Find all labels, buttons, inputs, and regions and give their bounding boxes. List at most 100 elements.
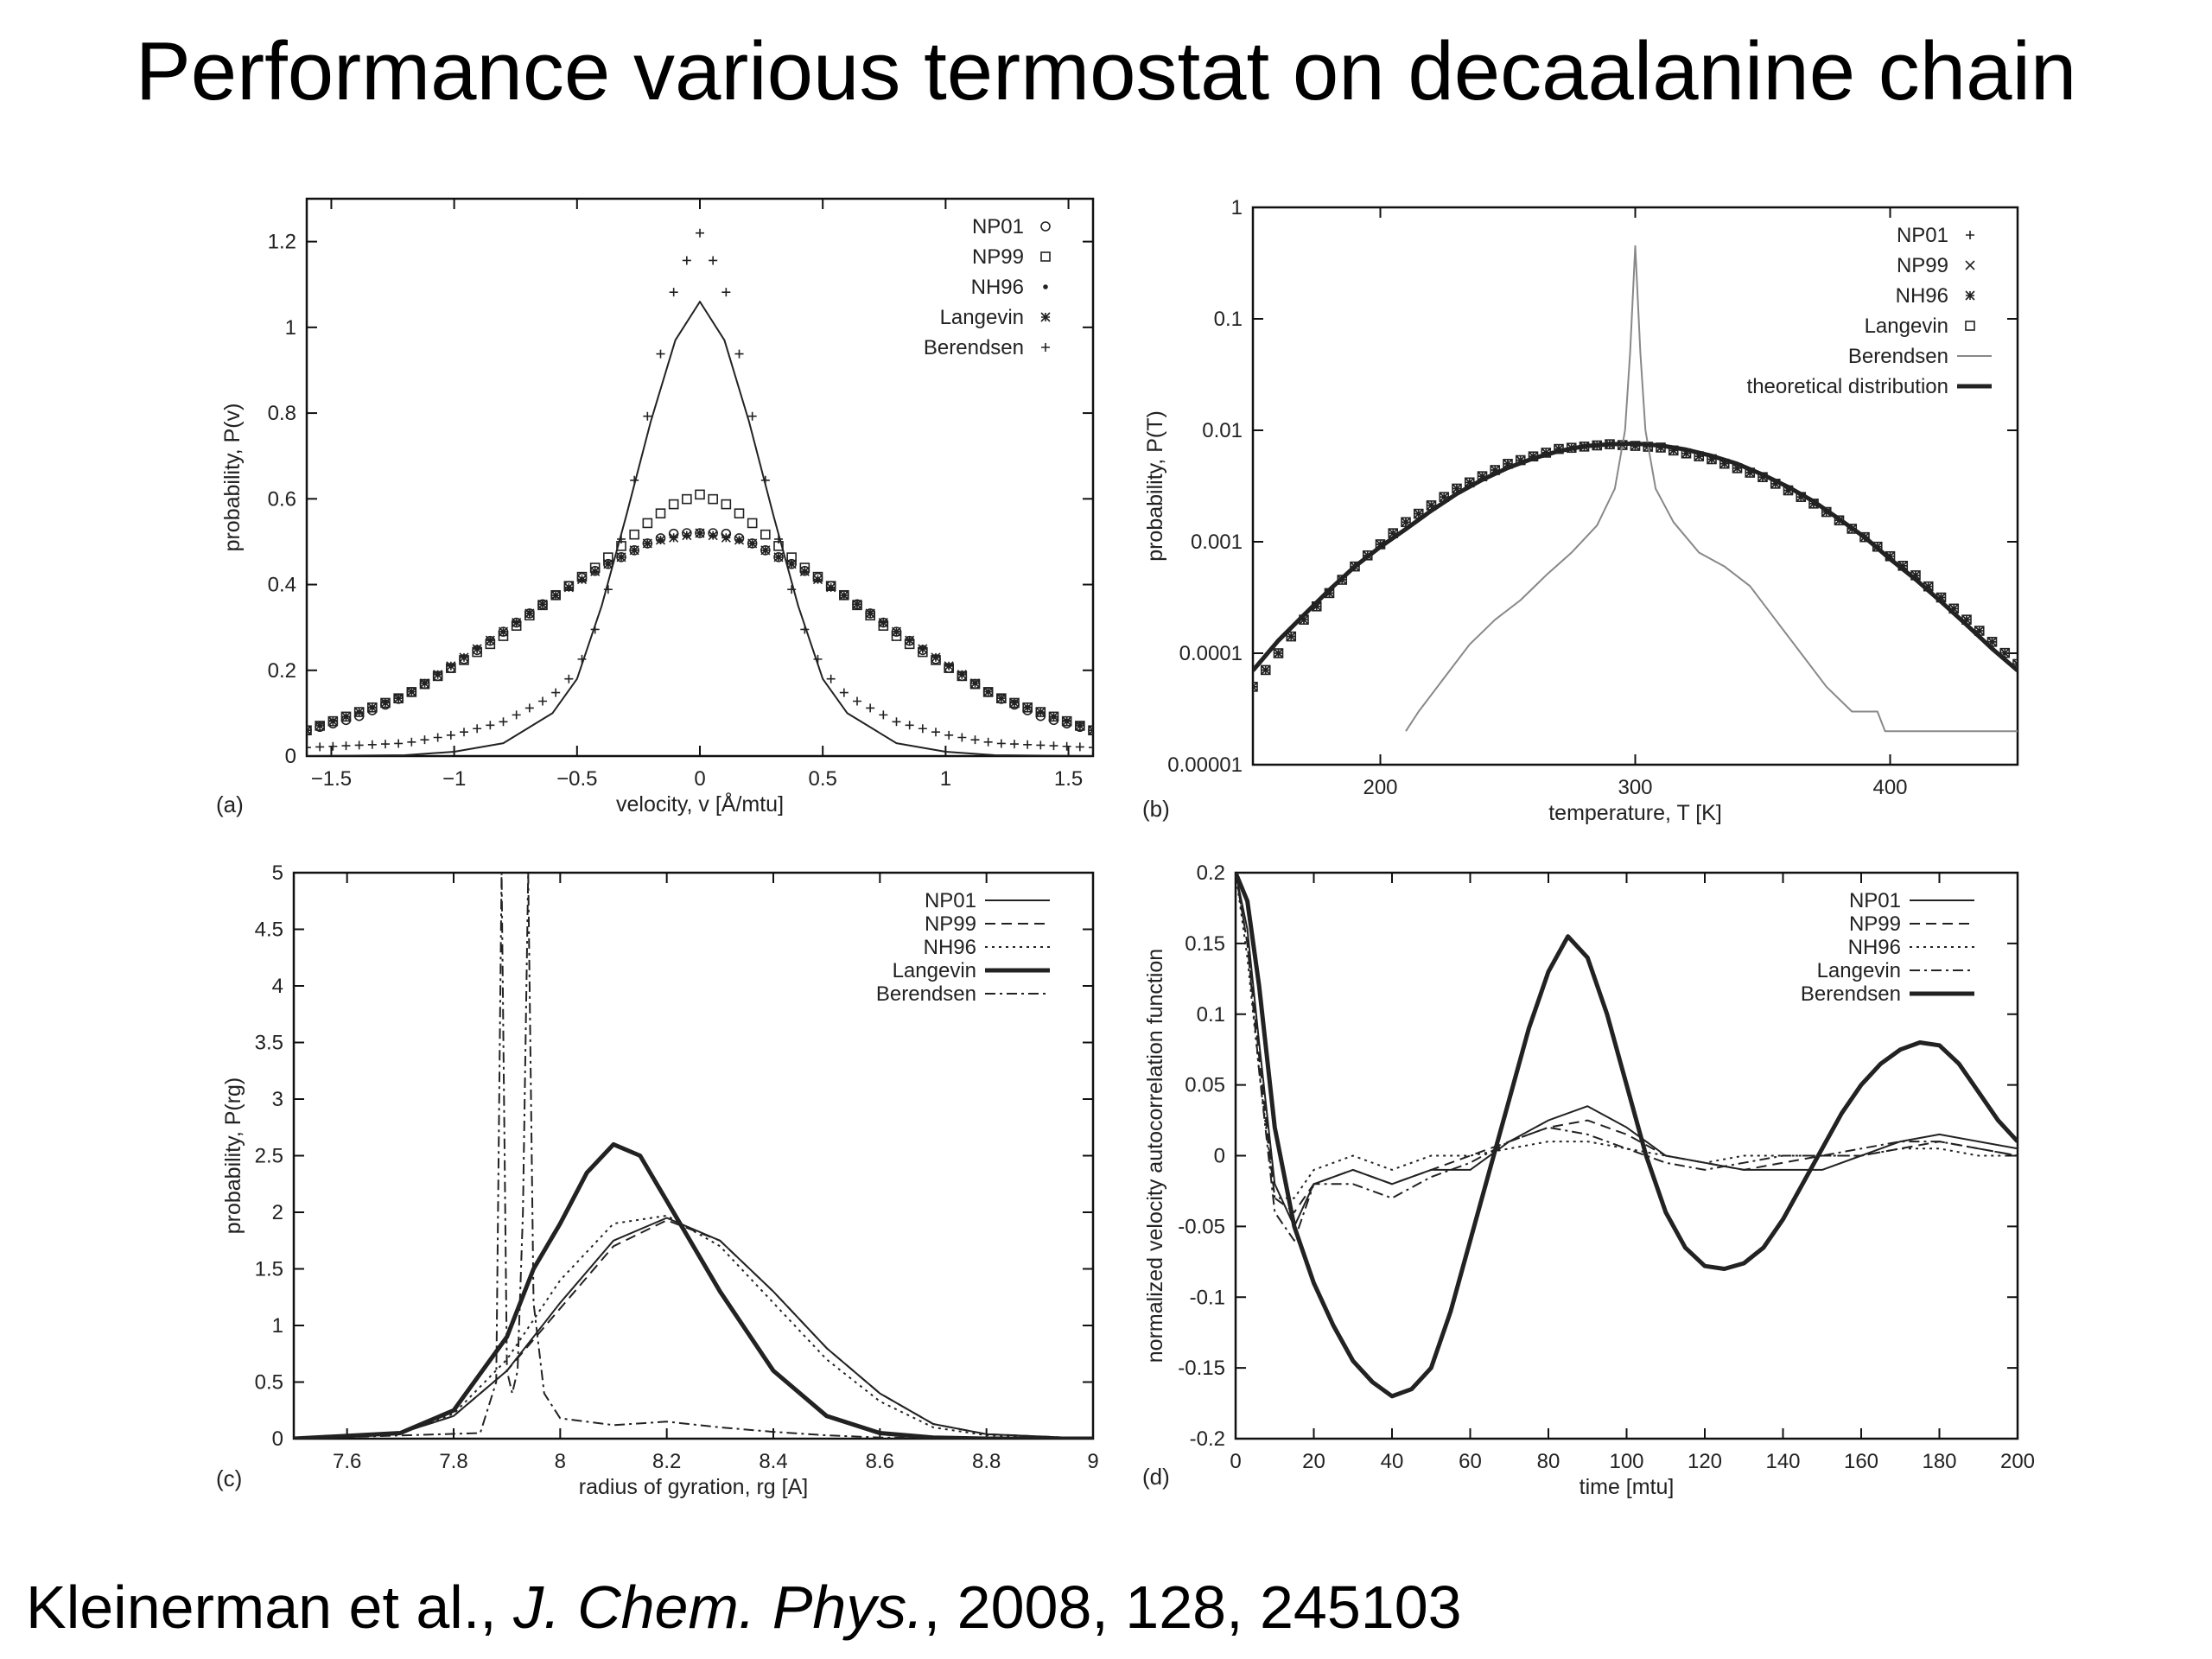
data-point bbox=[315, 742, 325, 752]
data-point bbox=[512, 710, 521, 720]
data-point bbox=[1261, 664, 1271, 675]
chart-panel-1: −1.5 −1 −0.5 0 0.5 1 1.5 0 0.2 0.4 0.6 0.8 1 1.2 veloc… bbox=[216, 197, 1095, 817]
x-axis-label: time [mtu] bbox=[1580, 1475, 1675, 1499]
data-point bbox=[1414, 509, 1424, 519]
data-point bbox=[1062, 716, 1072, 727]
data-point bbox=[892, 717, 901, 727]
data-point bbox=[1088, 725, 1093, 735]
data-point bbox=[1040, 221, 1051, 232]
data-point bbox=[433, 670, 443, 680]
data-point bbox=[1401, 517, 1411, 527]
data-point bbox=[682, 256, 691, 265]
data-point bbox=[656, 349, 665, 359]
data-point bbox=[1732, 463, 1743, 474]
data-point bbox=[642, 538, 652, 549]
legend-label: Berendsen bbox=[924, 336, 1024, 359]
data-point bbox=[1043, 284, 1048, 289]
legend-label: NP01 bbox=[1897, 224, 1948, 247]
data-point bbox=[1009, 697, 1020, 709]
data-point bbox=[524, 703, 534, 713]
y-tick-label: 4 bbox=[272, 975, 283, 998]
data-point bbox=[485, 635, 495, 645]
y-tick-label: 1.5 bbox=[255, 1258, 283, 1281]
data-point bbox=[563, 582, 574, 593]
legend-label: Langevin bbox=[1865, 315, 1948, 338]
data-point bbox=[307, 743, 311, 753]
data-point bbox=[459, 652, 469, 663]
data-point bbox=[538, 696, 547, 706]
data-point bbox=[944, 661, 954, 671]
data-point bbox=[1062, 741, 1071, 751]
y-tick-label: 0.5 bbox=[255, 1371, 283, 1395]
series-markers-np01 bbox=[307, 528, 1093, 736]
data-point bbox=[799, 566, 810, 576]
x-tick-label: 1 bbox=[940, 767, 951, 791]
series-line-berendsen bbox=[294, 873, 1093, 1439]
data-point bbox=[1040, 312, 1051, 322]
y-tick-label: 0.001 bbox=[1191, 531, 1243, 554]
data-point bbox=[1965, 321, 1975, 331]
y-tick-label: 2.5 bbox=[255, 1145, 283, 1168]
slide-title: Performance various termostat on decaala… bbox=[135, 25, 2077, 118]
data-point bbox=[826, 582, 836, 593]
y-tick-label: 1.2 bbox=[268, 231, 296, 254]
data-point bbox=[367, 740, 377, 749]
data-point bbox=[1286, 632, 1296, 642]
x-tick-label: −1 bbox=[442, 767, 466, 791]
data-point bbox=[1350, 561, 1360, 572]
data-point bbox=[603, 559, 613, 569]
y-tick-label: 1 bbox=[285, 316, 296, 340]
y-tick-label: 0.0001 bbox=[1179, 642, 1243, 665]
y-tick-label: 0.8 bbox=[268, 402, 296, 425]
citation-rest: , 2008, 128, 245103 bbox=[923, 1573, 1462, 1641]
data-point bbox=[957, 733, 967, 742]
data-point bbox=[1490, 465, 1500, 475]
data-point bbox=[1630, 441, 1641, 451]
data-point bbox=[721, 288, 731, 297]
data-point bbox=[905, 721, 914, 730]
data-point bbox=[524, 608, 535, 619]
series-line-curve bbox=[307, 301, 1093, 756]
x-axis-label: velocity, v [Å/mtu] bbox=[616, 791, 784, 817]
data-point bbox=[643, 411, 652, 421]
data-point bbox=[708, 531, 718, 541]
legend-label: Langevin bbox=[1817, 959, 1901, 982]
y-tick-label: 1 bbox=[272, 1314, 283, 1338]
data-point bbox=[1273, 648, 1284, 658]
data-point bbox=[1426, 500, 1437, 511]
legend-label: NP01 bbox=[1849, 889, 1901, 912]
data-point bbox=[839, 590, 849, 601]
data-point bbox=[472, 644, 482, 654]
y-tick-label: 0.1 bbox=[1197, 1003, 1225, 1027]
data-point bbox=[1999, 648, 2010, 658]
data-point bbox=[1965, 260, 1975, 270]
data-point bbox=[367, 702, 378, 713]
data-point bbox=[446, 730, 455, 740]
data-point bbox=[812, 575, 823, 585]
x-tick-label: 7.8 bbox=[439, 1450, 467, 1473]
legend-label: Langevin bbox=[940, 306, 1024, 329]
legend-label: NP99 bbox=[1849, 912, 1901, 936]
data-point bbox=[512, 617, 522, 628]
data-point bbox=[773, 552, 784, 563]
data-point bbox=[380, 697, 391, 709]
data-point bbox=[760, 545, 771, 556]
data-point bbox=[576, 575, 588, 585]
y-tick-label: 3 bbox=[272, 1088, 283, 1111]
data-point bbox=[1324, 588, 1335, 598]
citation-authors: Kleinerman et al., bbox=[26, 1573, 514, 1641]
data-point bbox=[983, 687, 994, 697]
x-tick-label: 100 bbox=[1609, 1450, 1643, 1473]
data-point bbox=[537, 599, 548, 609]
data-point bbox=[1299, 614, 1309, 625]
data-point bbox=[695, 528, 705, 538]
data-point bbox=[879, 710, 888, 720]
data-point bbox=[747, 518, 758, 529]
y-tick-label: 0.00001 bbox=[1167, 753, 1243, 777]
legend-label: NH96 bbox=[1896, 284, 1948, 308]
data-point bbox=[865, 608, 875, 619]
citation: Kleinerman et al., J. Chem. Phys., 2008,… bbox=[26, 1573, 1462, 1642]
data-point bbox=[1707, 454, 1717, 465]
data-point bbox=[1516, 454, 1526, 466]
